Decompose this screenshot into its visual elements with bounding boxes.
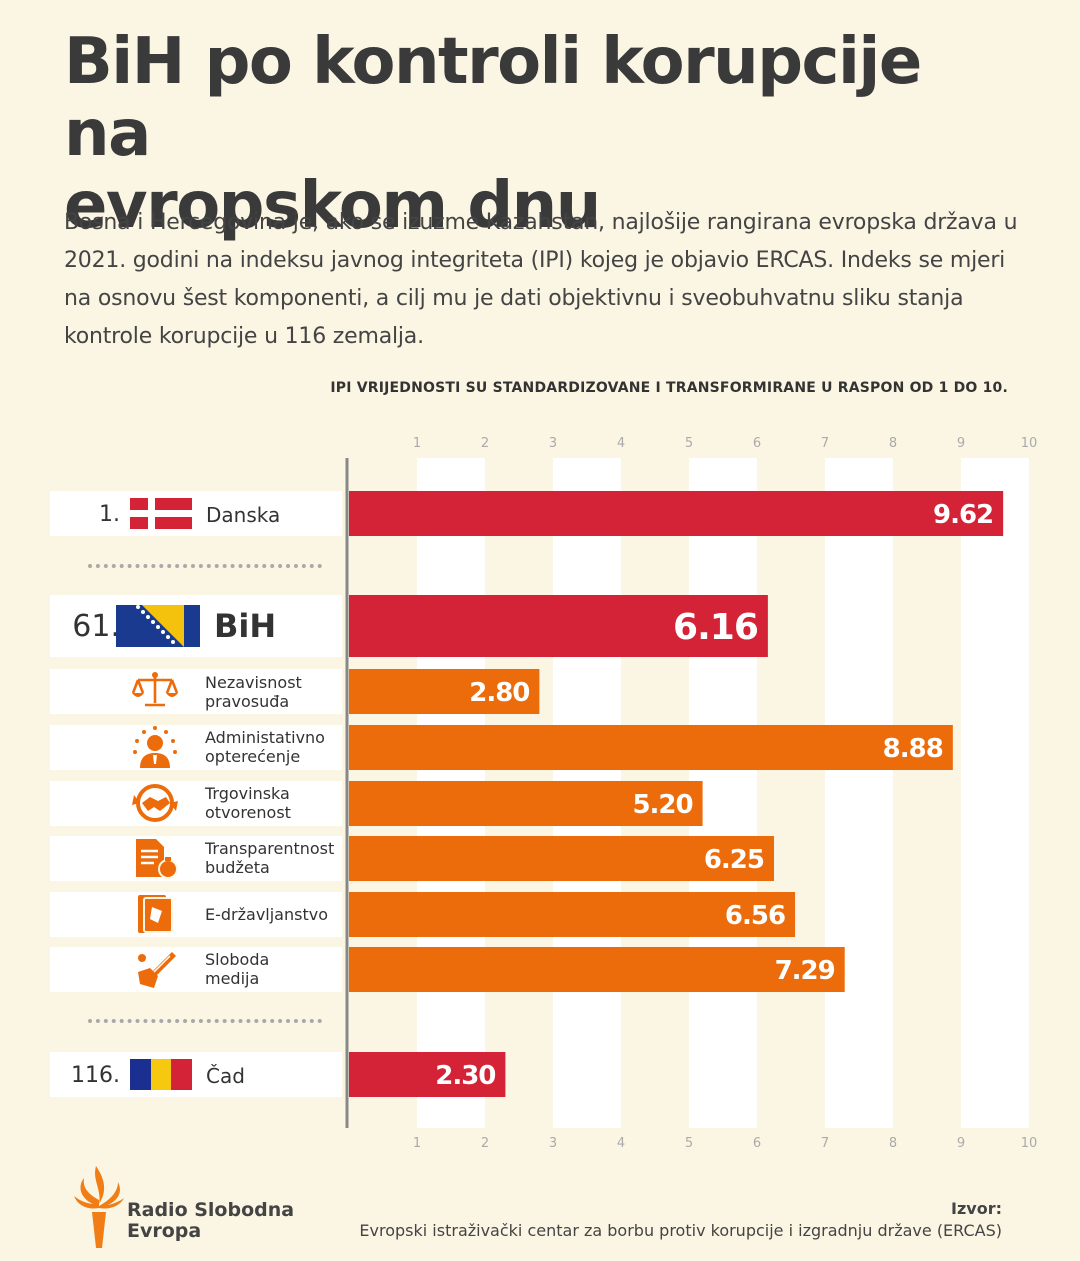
x-tick-label: 9 xyxy=(957,1136,965,1151)
bar-administativno xyxy=(349,725,953,770)
x-tick-label: 4 xyxy=(617,1136,625,1151)
denmark-flag xyxy=(130,498,192,529)
country-cad: Čad xyxy=(206,1064,245,1088)
component-label-line-1: Nezavisnost xyxy=(205,673,302,692)
component-label-line-1: Transparentnost xyxy=(205,839,335,858)
component-label-line-2: pravosuđa xyxy=(205,692,290,711)
bar-danska xyxy=(349,491,1004,536)
x-tick-label: 3 xyxy=(549,1136,557,1151)
x-tick-label: 9 xyxy=(957,436,965,451)
grid-band xyxy=(961,458,1029,1128)
bosnia-flag xyxy=(116,605,200,647)
x-tick-label: 4 xyxy=(617,436,625,451)
component-label-nezavisnost: Nezavisnost pravosuđa xyxy=(205,673,302,711)
bar-nezavisnost xyxy=(349,669,540,714)
source-label: Izvor: xyxy=(951,1199,1002,1218)
x-tick-label: 6 xyxy=(753,1136,761,1151)
bar-value-label: 6.56 xyxy=(725,901,785,931)
bureaucrat-icon xyxy=(133,726,177,768)
bar-value-label: 6.25 xyxy=(704,845,764,875)
e-citizenship-icon xyxy=(138,895,173,933)
country-bih: BiH xyxy=(214,607,277,645)
row-label-transparentnost: Transparentnost budžeta xyxy=(50,836,342,881)
bar-transparentnost xyxy=(349,836,774,881)
bar-value-label: 9.62 xyxy=(933,500,993,530)
x-tick-label: 5 xyxy=(685,436,693,451)
row-label-cad: 116. Čad xyxy=(50,1052,342,1097)
budget-document-icon xyxy=(136,839,178,879)
bar-trgovinska xyxy=(349,781,703,826)
row-label-sloboda: Sloboda medija xyxy=(50,947,342,992)
component-label-e-drzavljanstvo: E-državljanstvo xyxy=(205,905,328,924)
x-tick-label: 3 xyxy=(549,436,557,451)
title-line-2: evropskom dnu xyxy=(64,169,601,243)
country-danska: Danska xyxy=(206,503,281,527)
pen-freedom-icon xyxy=(138,952,176,988)
bar-cad xyxy=(349,1052,506,1097)
logo-line-2: Evropa xyxy=(127,1220,202,1242)
row-label-trgovinska: Trgovinska otvorenost xyxy=(50,781,342,826)
x-tick-label: 2 xyxy=(481,436,489,451)
component-label-line-2: medija xyxy=(205,969,260,988)
component-label-line-2: opterećenje xyxy=(205,747,301,766)
x-tick-label: 1 xyxy=(413,436,421,451)
scales-icon xyxy=(132,672,178,707)
x-tick-label: 7 xyxy=(821,436,829,451)
bar-value-label: 2.30 xyxy=(435,1061,495,1091)
rfe-torch-logo xyxy=(74,1166,124,1248)
component-label-trgovinska: Trgovinska otvorenost xyxy=(205,784,291,822)
component-label-line-1: Trgovinska xyxy=(205,784,290,803)
component-label-line-2: otvorenost xyxy=(205,803,291,822)
grid-band xyxy=(825,458,893,1128)
bar-sloboda xyxy=(349,947,845,992)
bar-value-label: 8.88 xyxy=(883,734,943,764)
component-label-administativno: Administativno opterećenje xyxy=(205,728,325,766)
rank-danska: 1. xyxy=(99,502,120,527)
logo-line-1: Radio Slobodna xyxy=(127,1199,295,1221)
bar-e-drzavljanstvo xyxy=(349,892,796,937)
handshake-icon xyxy=(132,784,178,822)
component-label-line-1: Sloboda xyxy=(205,950,270,969)
rank-bih: 61. xyxy=(72,609,120,644)
bar-value-label: 6.16 xyxy=(673,607,758,648)
component-label-line-2: budžeta xyxy=(205,858,270,877)
bar-value-label: 5.20 xyxy=(632,790,692,820)
divider-dots-bottom xyxy=(88,1019,322,1023)
intro-text: Bosna i Hercegovina je, ako se izuzme Ka… xyxy=(64,210,1018,349)
rank-cad: 116. xyxy=(71,1063,120,1088)
bar-bih xyxy=(349,595,768,657)
x-tick-label: 8 xyxy=(889,1136,897,1151)
row-label-administativno: Administativno opterećenje xyxy=(50,725,342,770)
row-label-danska: 1. Danska xyxy=(50,491,342,536)
row-label-e-drzavljanstvo: E-državljanstvo xyxy=(50,892,342,937)
component-label-transparentnost: Transparentnost budžeta xyxy=(205,839,334,877)
title-line-1: BiH po kontroli korupcije na xyxy=(64,25,922,171)
bar-value-label: 2.80 xyxy=(469,678,529,708)
component-label-line-1: Administativno xyxy=(205,728,325,747)
x-tick-label: 6 xyxy=(753,436,761,451)
component-label-sloboda: Sloboda medija xyxy=(205,950,269,988)
chad-flag xyxy=(130,1059,192,1090)
x-tick-label: 1 xyxy=(413,1136,421,1151)
divider-dots-top xyxy=(88,564,322,568)
row-label-nezavisnost: Nezavisnost pravosuđa xyxy=(50,669,342,714)
x-tick-label: 5 xyxy=(685,1136,693,1151)
scale-note: IPI VRIJEDNOSTI SU STANDARDIZOVANE I TRA… xyxy=(330,380,1008,396)
bar-value-label: 7.29 xyxy=(775,956,835,986)
x-tick-label: 8 xyxy=(889,436,897,451)
row-label-bih: 61. BiH xyxy=(50,595,342,657)
x-tick-label: 7 xyxy=(821,1136,829,1151)
page-title: BiH po kontroli korupcije na evropskom d… xyxy=(64,26,1024,242)
x-tick-label: 2 xyxy=(481,1136,489,1151)
rfe-logo-text: Radio Slobodna Evropa xyxy=(127,1200,294,1242)
x-tick-label: 10 xyxy=(1021,436,1038,451)
source-text: Evropski istraživački centar za borbu pr… xyxy=(359,1221,1002,1240)
source-note: Izvor: Evropski istraživački centar za b… xyxy=(359,1198,1002,1242)
x-tick-label: 10 xyxy=(1021,1136,1038,1151)
